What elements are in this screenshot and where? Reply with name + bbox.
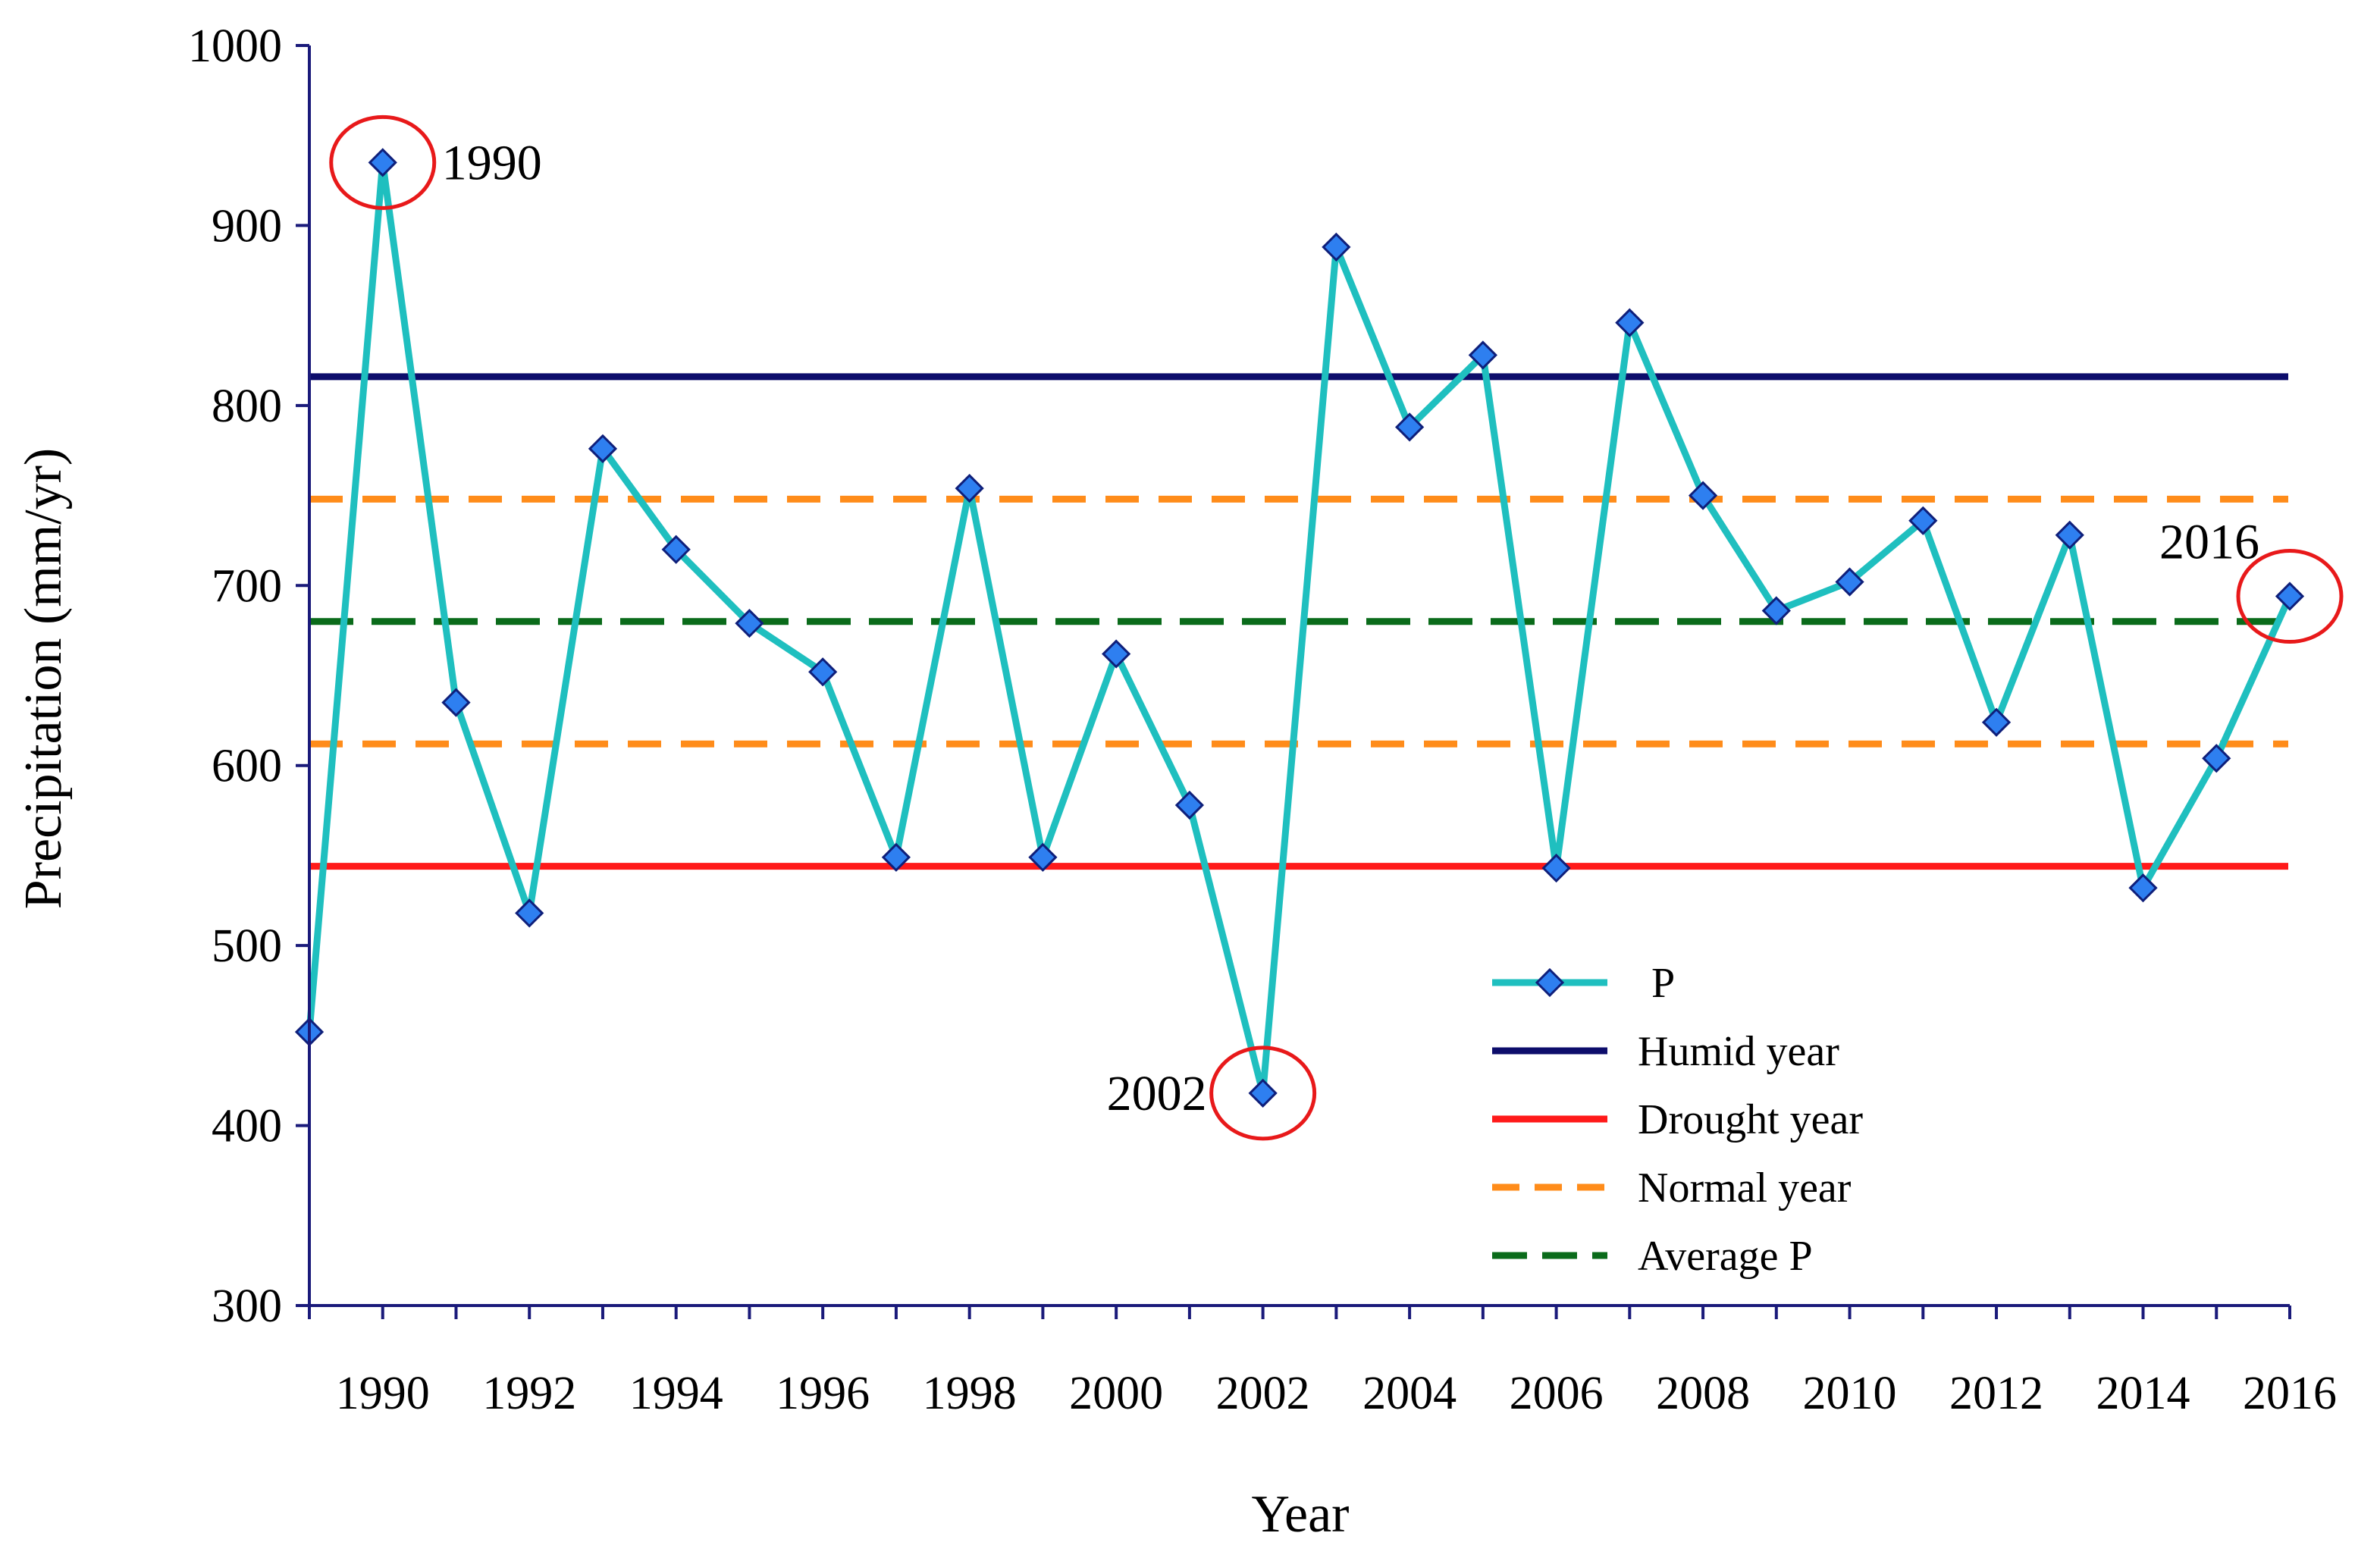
legend-label-humid-year: Humid year — [1638, 1028, 1839, 1075]
highlight-circle-1990 — [329, 114, 437, 210]
data-point-2013 — [2055, 520, 2084, 550]
annotation-label-1990: 1990 — [442, 135, 542, 190]
data-point-1997 — [881, 842, 911, 872]
data-point-2016 — [2275, 582, 2305, 611]
data-point-2008 — [1688, 481, 1718, 510]
data-point-1994 — [661, 534, 691, 564]
x-tick-label-2014: 2014 — [2096, 1368, 2190, 1419]
y-tick-label-800: 800 — [212, 381, 282, 432]
data-point-1990 — [368, 148, 397, 177]
legend: P Humid year Drought year Normal year Averag… — [1492, 960, 1863, 1280]
data-point-2005 — [1468, 340, 1497, 370]
y-tick-label-400: 400 — [212, 1101, 282, 1152]
data-point-1992 — [515, 898, 544, 928]
data-point-2000 — [1102, 639, 1131, 669]
highlight-circle-2002 — [1209, 1045, 1317, 1141]
data-point-2002 — [1248, 1078, 1278, 1108]
x-tick-label-2002: 2002 — [1216, 1368, 1310, 1419]
x-tick-label-2004: 2004 — [1362, 1368, 1457, 1419]
data-point-2012 — [1981, 707, 2012, 737]
data-point-2010 — [1835, 567, 1864, 597]
highlight-circle-2016 — [2236, 549, 2344, 644]
x-tick-label-2016: 2016 — [2243, 1368, 2337, 1419]
data-point-2004 — [1394, 412, 1425, 442]
y-tick-label-1000: 1000 — [188, 20, 282, 72]
x-tick-label-2006: 2006 — [1510, 1368, 1604, 1419]
annotation-label-2002: 2002 — [1107, 1066, 1207, 1121]
data-point-2007 — [1615, 308, 1645, 337]
data-point-2006 — [1541, 853, 1571, 883]
data-point-2009 — [1761, 596, 1791, 625]
series-layer — [294, 148, 2305, 1108]
data-point-1999 — [1028, 842, 1058, 872]
y-axis-title: Precipitation (mm/yr) — [14, 448, 73, 909]
x-tick-label-2000: 2000 — [1069, 1368, 1163, 1419]
legend-marker-p — [1535, 967, 1565, 998]
x-tick-label-1996: 1996 — [776, 1368, 870, 1419]
data-point-1996 — [808, 657, 838, 687]
x-tick-label-1998: 1998 — [923, 1368, 1017, 1419]
x-tick-label-2010: 2010 — [1803, 1368, 1897, 1419]
annotation-label-2016: 2016 — [2159, 515, 2259, 570]
data-point-2014 — [2128, 873, 2158, 903]
y-tick-label-600: 600 — [212, 741, 282, 792]
data-point-1995 — [735, 609, 764, 638]
y-tick-label-700: 700 — [212, 560, 282, 612]
data-point-1991 — [441, 688, 471, 717]
series-line-p — [306, 158, 2294, 1097]
x-tick-label-1992: 1992 — [482, 1368, 576, 1419]
y-tick-label-500: 500 — [212, 920, 282, 972]
data-point-2011 — [1908, 506, 1938, 535]
x-tick-label-1990: 1990 — [336, 1368, 430, 1419]
annotations: 1990 2002 2016 — [329, 114, 2344, 1141]
legend-label-p: P — [1651, 960, 1675, 1007]
data-point-2015 — [2202, 744, 2231, 773]
x-tick-label-1994: 1994 — [629, 1368, 723, 1419]
legend-label-average-p: Average P — [1638, 1233, 1813, 1280]
data-point-2001 — [1174, 790, 1205, 820]
data-point-2003 — [1322, 232, 1351, 262]
legend-label-normal-year: Normal year — [1638, 1165, 1852, 1212]
data-point-1998 — [955, 473, 984, 503]
axes: 300 400 500 600 700 800 900 1000 1990 1992 1994 199… — [188, 20, 2337, 1419]
data-point-1993 — [588, 434, 618, 463]
legend-label-drought-year: Drought year — [1638, 1096, 1863, 1143]
x-tick-label-2008: 2008 — [1656, 1368, 1750, 1419]
x-axis-title: Year — [1252, 1485, 1350, 1544]
y-tick-label-900: 900 — [212, 200, 282, 252]
x-tick-label-2012: 2012 — [1949, 1368, 2043, 1419]
y-tick-label-300: 300 — [212, 1281, 282, 1332]
